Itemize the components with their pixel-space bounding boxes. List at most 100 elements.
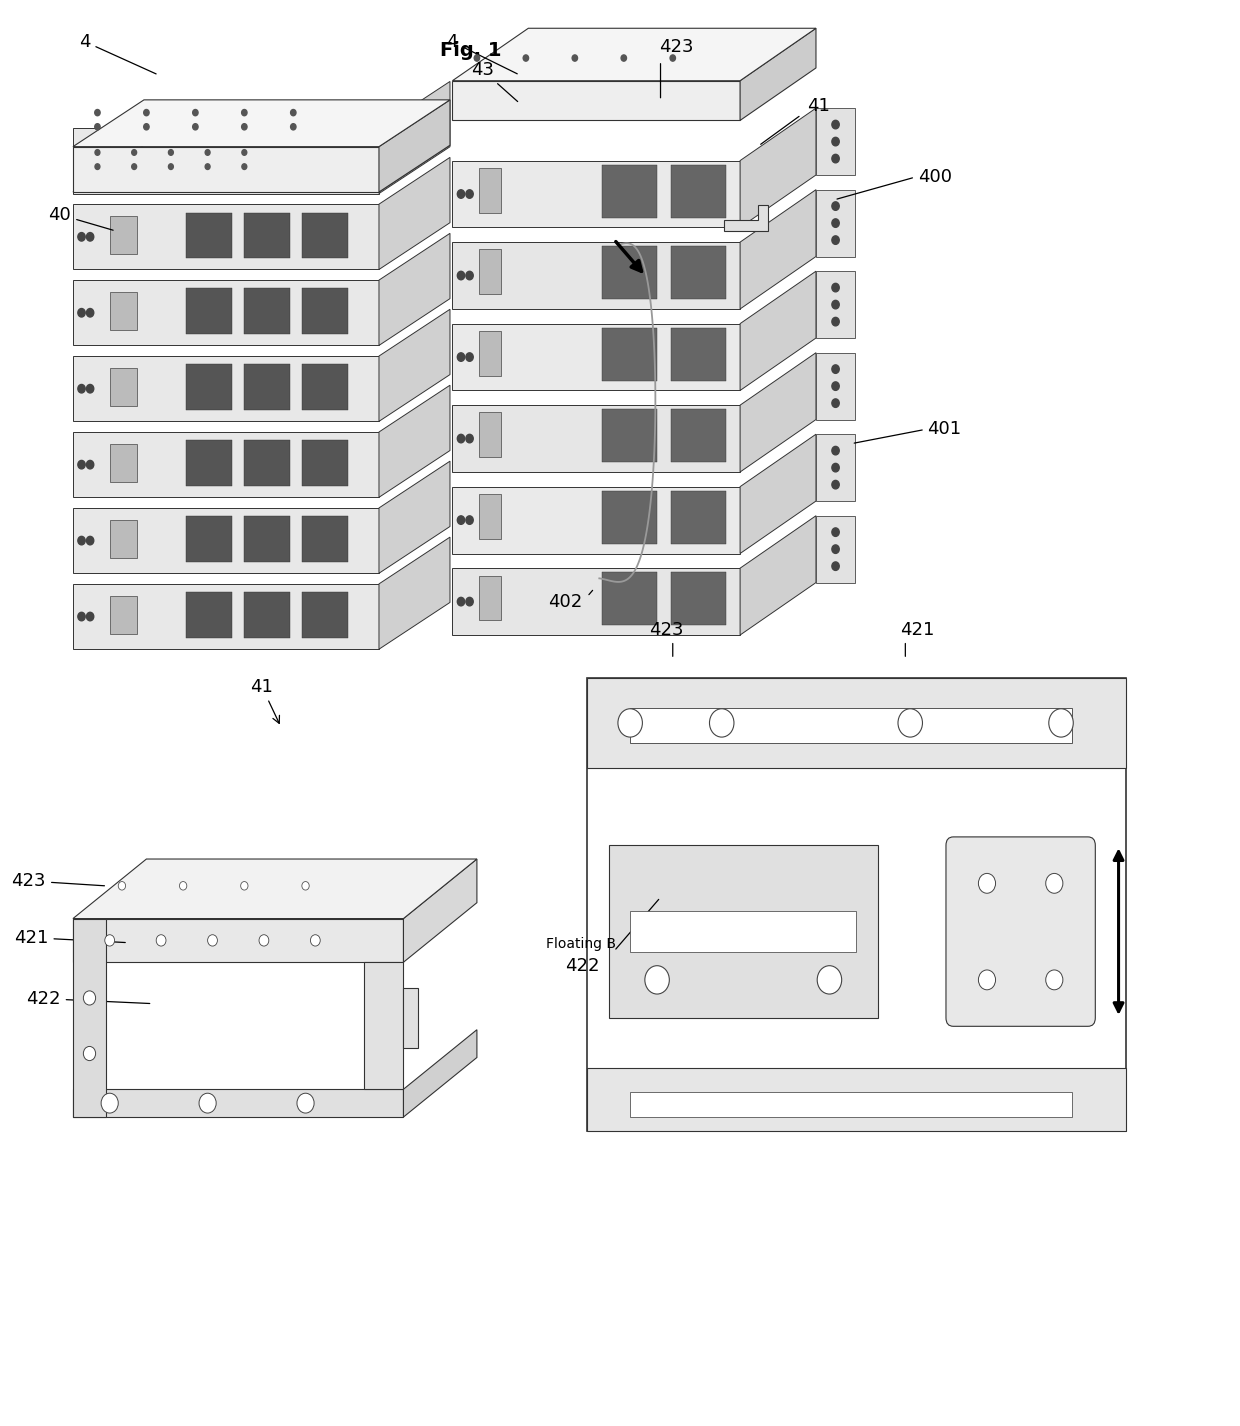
Text: 400: 400 xyxy=(918,168,951,187)
Circle shape xyxy=(95,164,100,170)
Circle shape xyxy=(131,164,136,170)
Circle shape xyxy=(83,991,95,1005)
Polygon shape xyxy=(453,81,740,120)
Circle shape xyxy=(466,516,474,525)
Circle shape xyxy=(1049,709,1074,737)
Bar xyxy=(587,1068,1126,1131)
Circle shape xyxy=(78,461,86,469)
Circle shape xyxy=(832,154,839,163)
Circle shape xyxy=(105,934,114,945)
Circle shape xyxy=(241,881,248,890)
Polygon shape xyxy=(379,81,450,194)
Bar xyxy=(303,592,348,637)
Circle shape xyxy=(301,881,309,890)
Polygon shape xyxy=(740,516,816,635)
Circle shape xyxy=(94,110,100,116)
Text: 402: 402 xyxy=(548,593,582,612)
Polygon shape xyxy=(403,1030,477,1117)
Circle shape xyxy=(817,965,842,994)
Bar xyxy=(109,292,136,331)
Circle shape xyxy=(87,385,94,394)
Circle shape xyxy=(832,463,839,472)
Circle shape xyxy=(87,232,94,241)
Polygon shape xyxy=(740,352,816,472)
Circle shape xyxy=(78,536,86,545)
Bar xyxy=(480,250,501,294)
Circle shape xyxy=(832,284,839,292)
Polygon shape xyxy=(73,508,379,573)
Circle shape xyxy=(78,232,86,241)
Circle shape xyxy=(466,271,474,279)
Bar xyxy=(109,368,136,406)
Circle shape xyxy=(832,318,839,327)
Text: 423: 423 xyxy=(11,871,104,890)
Circle shape xyxy=(898,709,923,737)
Circle shape xyxy=(169,164,174,170)
Bar xyxy=(109,217,136,254)
Circle shape xyxy=(180,881,187,890)
Circle shape xyxy=(645,965,670,994)
Polygon shape xyxy=(740,271,816,391)
Circle shape xyxy=(78,308,86,317)
Polygon shape xyxy=(379,100,450,193)
Bar xyxy=(244,365,290,409)
Polygon shape xyxy=(379,234,450,345)
Bar xyxy=(609,846,878,1018)
Circle shape xyxy=(87,536,94,545)
Circle shape xyxy=(621,56,626,61)
Bar xyxy=(186,516,232,562)
Polygon shape xyxy=(453,486,740,553)
Bar xyxy=(109,520,136,558)
Circle shape xyxy=(259,934,269,945)
Circle shape xyxy=(832,365,839,374)
Circle shape xyxy=(78,612,86,620)
Text: 4: 4 xyxy=(446,33,517,74)
Circle shape xyxy=(290,110,296,116)
Circle shape xyxy=(87,157,94,165)
Circle shape xyxy=(832,528,839,536)
Text: Fig. 2: Fig. 2 xyxy=(593,707,655,727)
Polygon shape xyxy=(453,242,740,309)
Polygon shape xyxy=(740,434,816,553)
Bar xyxy=(601,409,657,462)
Circle shape xyxy=(709,709,734,737)
Circle shape xyxy=(466,435,474,443)
Bar xyxy=(601,164,657,218)
Circle shape xyxy=(207,934,217,945)
Polygon shape xyxy=(73,918,403,963)
Polygon shape xyxy=(379,385,450,498)
Circle shape xyxy=(144,124,149,130)
Circle shape xyxy=(978,873,996,893)
Circle shape xyxy=(78,157,86,165)
Polygon shape xyxy=(363,963,403,1089)
Circle shape xyxy=(832,301,839,309)
Polygon shape xyxy=(403,988,418,1048)
Circle shape xyxy=(458,597,465,606)
Polygon shape xyxy=(73,858,477,918)
Bar xyxy=(601,572,657,625)
Polygon shape xyxy=(73,279,379,345)
Circle shape xyxy=(458,352,465,361)
Circle shape xyxy=(832,202,839,210)
Circle shape xyxy=(523,56,528,61)
Text: Floating B: Floating B xyxy=(546,937,616,951)
Polygon shape xyxy=(379,309,450,421)
Circle shape xyxy=(466,190,474,198)
Bar xyxy=(671,164,725,218)
Circle shape xyxy=(296,1094,314,1114)
Circle shape xyxy=(87,308,94,317)
Circle shape xyxy=(1045,873,1063,893)
Circle shape xyxy=(458,271,465,279)
Bar xyxy=(244,441,290,486)
Polygon shape xyxy=(73,128,379,194)
Circle shape xyxy=(131,150,136,155)
Circle shape xyxy=(205,150,210,155)
Polygon shape xyxy=(816,108,856,175)
Polygon shape xyxy=(453,161,740,228)
Bar xyxy=(186,365,232,409)
Text: 4: 4 xyxy=(79,33,156,74)
Bar xyxy=(186,288,232,334)
Polygon shape xyxy=(73,204,379,270)
Bar xyxy=(480,412,501,458)
Polygon shape xyxy=(73,100,450,147)
